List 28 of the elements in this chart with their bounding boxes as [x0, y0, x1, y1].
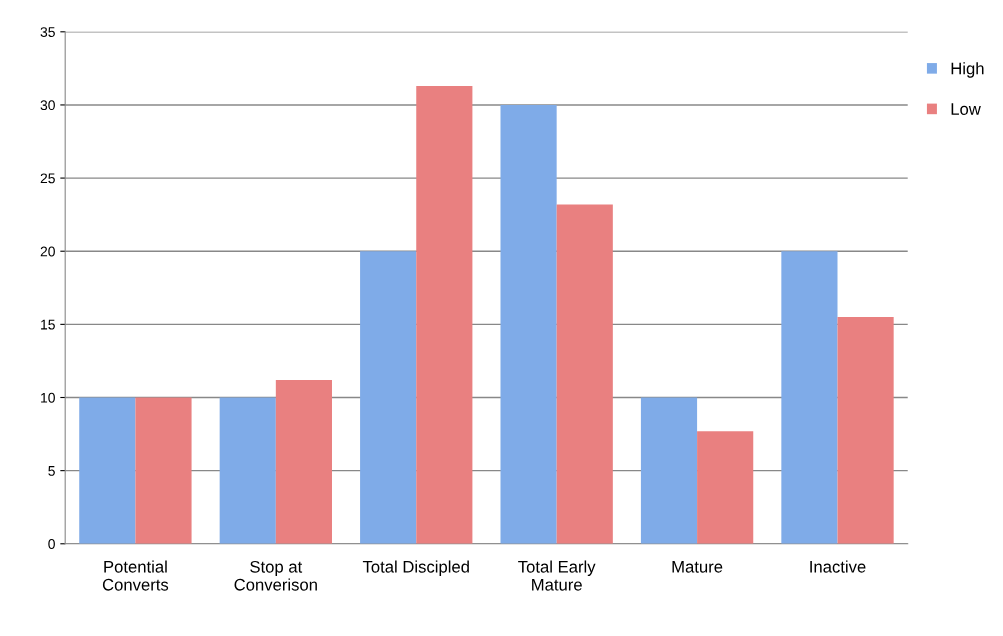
- x-tick-label: Potential Converts: [102, 560, 169, 591]
- y-tick-label: 25: [40, 173, 55, 184]
- bar: [640, 397, 698, 544]
- y-tick-label: 15: [41, 319, 55, 330]
- bar: [697, 431, 754, 544]
- y-tick-label: 35: [40, 27, 55, 37]
- legend-label: High: [951, 62, 984, 78]
- bar: [416, 85, 473, 544]
- bar: [219, 397, 276, 544]
- bar: [275, 379, 332, 544]
- bar: [135, 397, 192, 544]
- bar: [556, 204, 613, 544]
- y-tick-label: 30: [40, 100, 55, 111]
- bar: [837, 317, 894, 544]
- x-tick-label: Stop at Converison: [234, 560, 317, 591]
- x-tick-label: Total Early Mature: [518, 560, 596, 591]
- x-tick-label: Mature: [672, 561, 723, 573]
- y-tick-label: 20: [40, 246, 55, 257]
- bar: [781, 251, 838, 544]
- x-tick-label: Inactive: [810, 560, 866, 573]
- bar: [360, 251, 417, 544]
- legend-label: Low: [951, 103, 981, 115]
- x-tick-label: Total Discipled: [362, 560, 469, 576]
- bar: [79, 397, 136, 544]
- y-tick-label: 10: [41, 392, 55, 403]
- y-tick-label: 5: [48, 466, 55, 476]
- y-tick-label: 0: [48, 539, 55, 549]
- bar: [500, 104, 557, 544]
